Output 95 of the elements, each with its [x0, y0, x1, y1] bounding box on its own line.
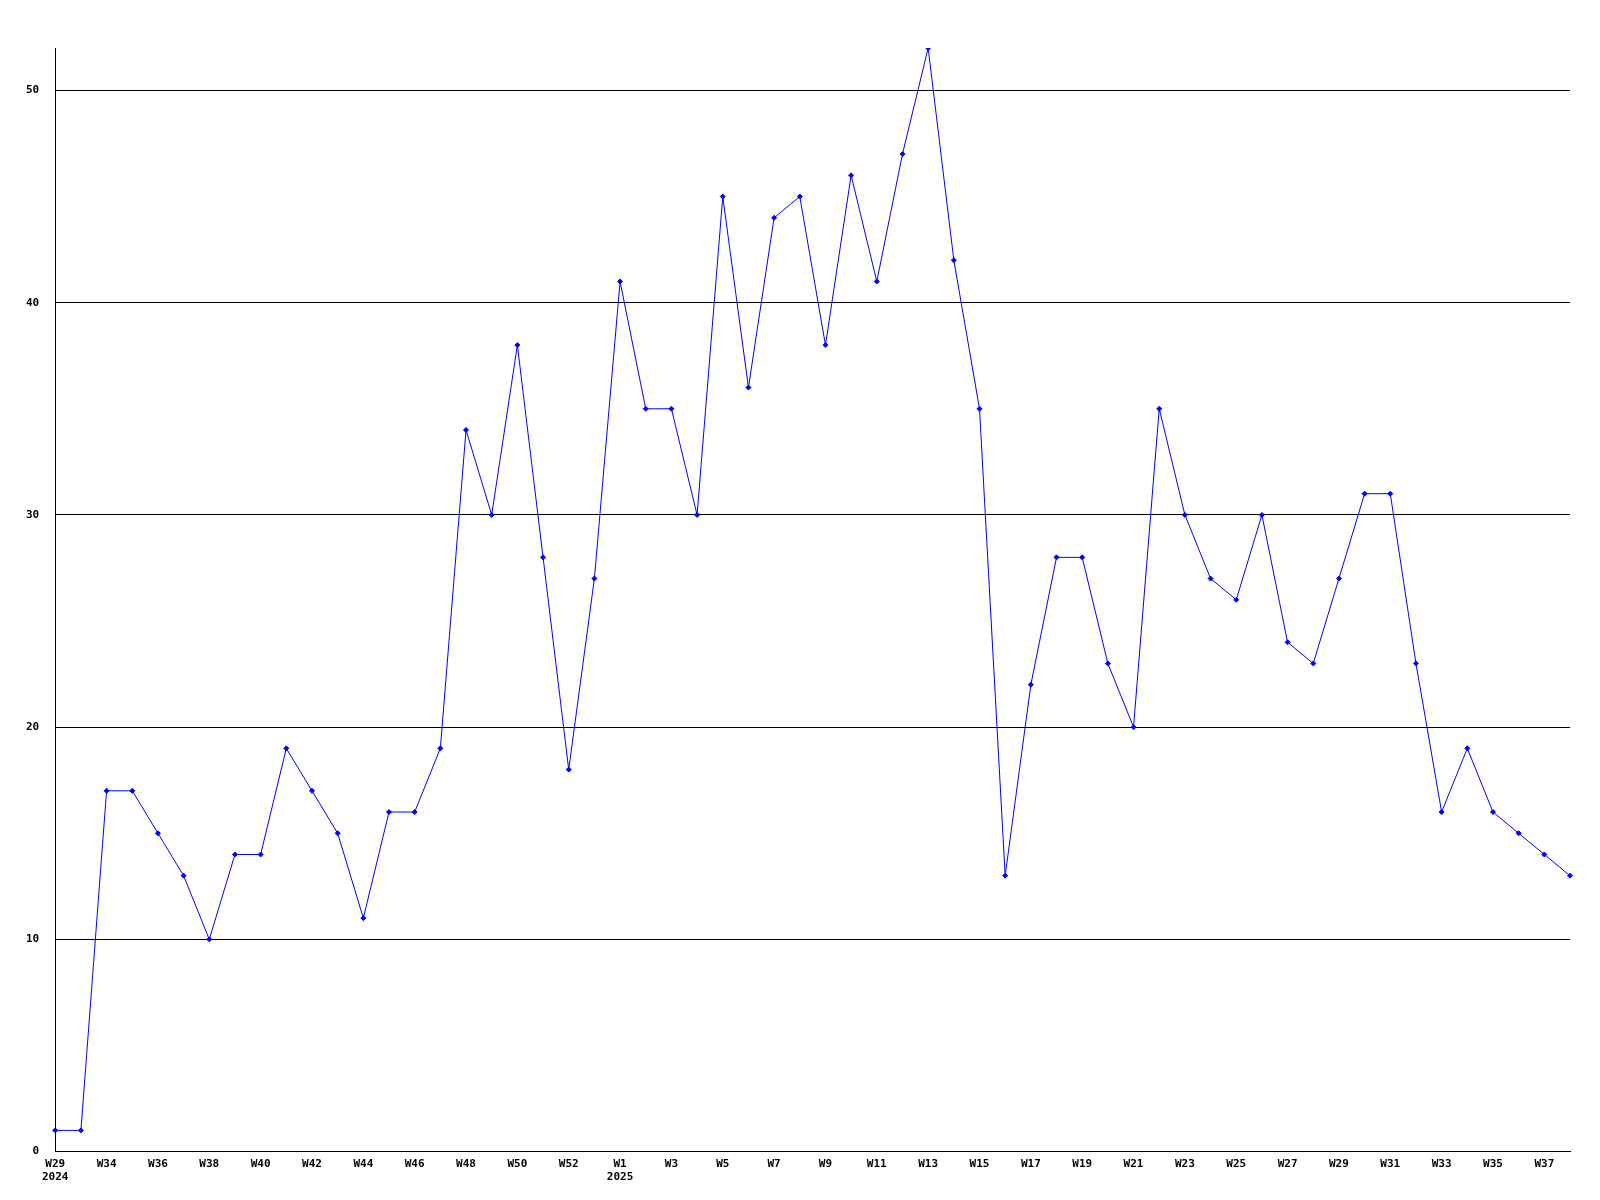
point: [1181, 511, 1188, 518]
point: [386, 809, 393, 816]
point: [873, 278, 880, 285]
point: [77, 1127, 84, 1134]
x-tick-label: W29: [1329, 1157, 1349, 1171]
point: [1053, 554, 1060, 561]
x-tick-label: W37: [1534, 1157, 1555, 1171]
x-tick-label: W25: [1226, 1157, 1247, 1171]
point: [514, 342, 521, 349]
x-tick-label: W1 2025: [606, 1157, 634, 1184]
point: [1284, 639, 1291, 646]
point: [1130, 724, 1137, 731]
x-tick-label: W23: [1174, 1157, 1195, 1171]
point: [180, 872, 187, 879]
y-tick-label: 10: [26, 932, 40, 946]
x-tick-label: W17: [1020, 1157, 1041, 1171]
point: [308, 787, 315, 794]
x-tick-label: W42: [302, 1157, 322, 1171]
point: [283, 745, 290, 752]
point: [231, 851, 238, 858]
point: [154, 830, 161, 837]
point: [1541, 851, 1548, 858]
point: [1233, 596, 1240, 603]
point: [411, 809, 418, 816]
x-tick-label: W7: [767, 1157, 781, 1171]
x-tick-label: W40: [250, 1157, 271, 1171]
y-tick-label: 50: [26, 83, 40, 97]
point: [257, 851, 264, 858]
point: [950, 257, 957, 264]
x-tick-label: W52: [558, 1157, 579, 1171]
point: [1310, 660, 1317, 667]
y-tick-label: 40: [26, 295, 40, 309]
point: [1489, 809, 1496, 816]
point: [668, 405, 675, 412]
point: [565, 766, 572, 773]
point: [206, 936, 213, 943]
point: [899, 151, 906, 158]
point: [1207, 575, 1214, 582]
point: [488, 511, 495, 518]
x-tick-label: W50: [507, 1157, 528, 1171]
x-tick-label: W38: [199, 1157, 220, 1171]
point: [1027, 681, 1034, 688]
point: [591, 575, 598, 582]
point: [1567, 872, 1573, 879]
x-tick-label: W11: [866, 1157, 888, 1171]
x-tick-label: W48: [456, 1157, 476, 1171]
point: [360, 915, 367, 922]
x-tick-label: W35: [1483, 1157, 1503, 1171]
point: [642, 405, 649, 412]
y-tick-label: 0: [32, 1144, 40, 1158]
point: [334, 830, 341, 837]
point: [1515, 830, 1522, 837]
x-tick-label: W31: [1380, 1157, 1401, 1171]
x-tick-label: W15: [969, 1157, 990, 1171]
point: [103, 787, 110, 794]
point: [771, 214, 778, 221]
point: [796, 193, 803, 200]
x-tick-label: W13: [918, 1157, 939, 1171]
point: [1412, 660, 1419, 667]
point: [1002, 872, 1009, 879]
point: [1335, 575, 1342, 582]
point: [1258, 511, 1265, 518]
point: [976, 405, 983, 412]
point: [822, 342, 829, 349]
x-tick-label: W19: [1072, 1157, 1093, 1171]
x-tick-label: W36: [148, 1157, 169, 1171]
x-tick-label: W5: [716, 1157, 730, 1171]
point: [1104, 660, 1111, 667]
x-tick-label: W34: [96, 1157, 117, 1171]
point: [463, 427, 470, 434]
x-tick-label: W29 2024: [42, 1157, 69, 1184]
point: [719, 193, 726, 200]
point: [1079, 554, 1086, 561]
point: [745, 384, 752, 391]
x-tick-label: W3: [664, 1157, 679, 1171]
x-tick-label: W21: [1123, 1157, 1144, 1171]
x-tick-label: W46: [404, 1157, 425, 1171]
point: [617, 278, 624, 285]
x-tick-label: W27: [1277, 1157, 1298, 1171]
point: [1156, 405, 1163, 412]
point: [437, 745, 444, 752]
point: [848, 172, 855, 179]
point: [1438, 809, 1445, 816]
point: [1387, 490, 1394, 497]
point: [1361, 490, 1368, 497]
x-tick-label: W33: [1431, 1157, 1452, 1171]
point: [540, 554, 547, 561]
point: [1464, 745, 1471, 752]
point: [52, 1127, 59, 1134]
point: [129, 787, 136, 794]
point: [694, 511, 701, 518]
x-tick-label: W9: [818, 1157, 833, 1171]
y-tick-label: 20: [26, 720, 40, 733]
x-tick-label: W44: [353, 1157, 374, 1171]
y-tick-label: 30: [26, 507, 40, 521]
